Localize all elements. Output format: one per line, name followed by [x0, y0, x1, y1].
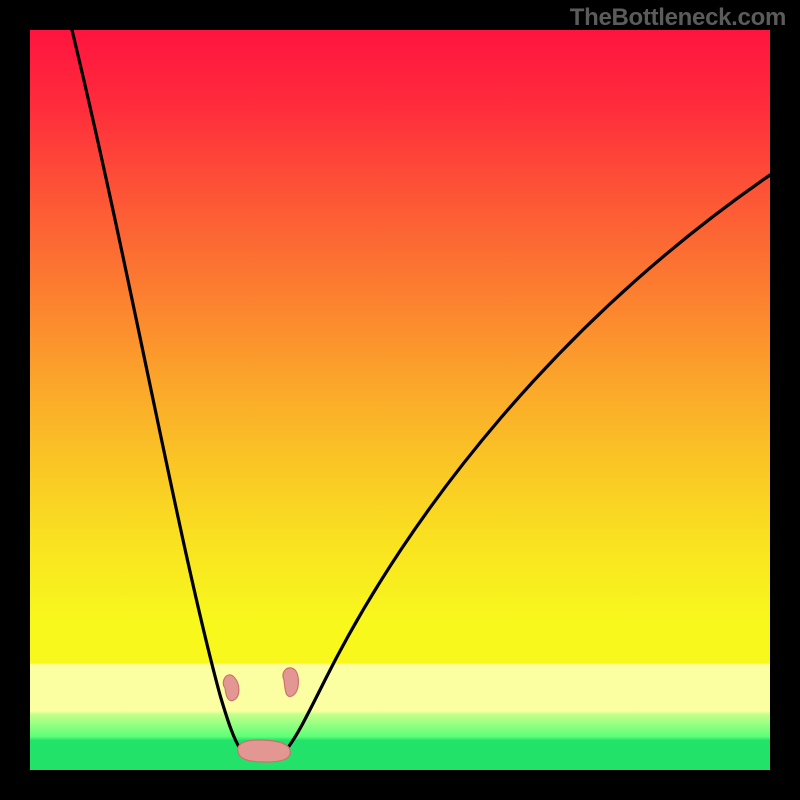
valley-marker-1: [283, 668, 299, 697]
valley-marker-2: [238, 740, 291, 762]
chart-container: TheBottleneck.com: [0, 0, 800, 800]
chart-svg-overlay: [0, 0, 800, 800]
curve-right-branch: [286, 175, 770, 750]
valley-marker-0: [223, 675, 239, 701]
watermark-label: TheBottleneck.com: [570, 4, 786, 32]
curve-left-branch: [72, 30, 241, 750]
